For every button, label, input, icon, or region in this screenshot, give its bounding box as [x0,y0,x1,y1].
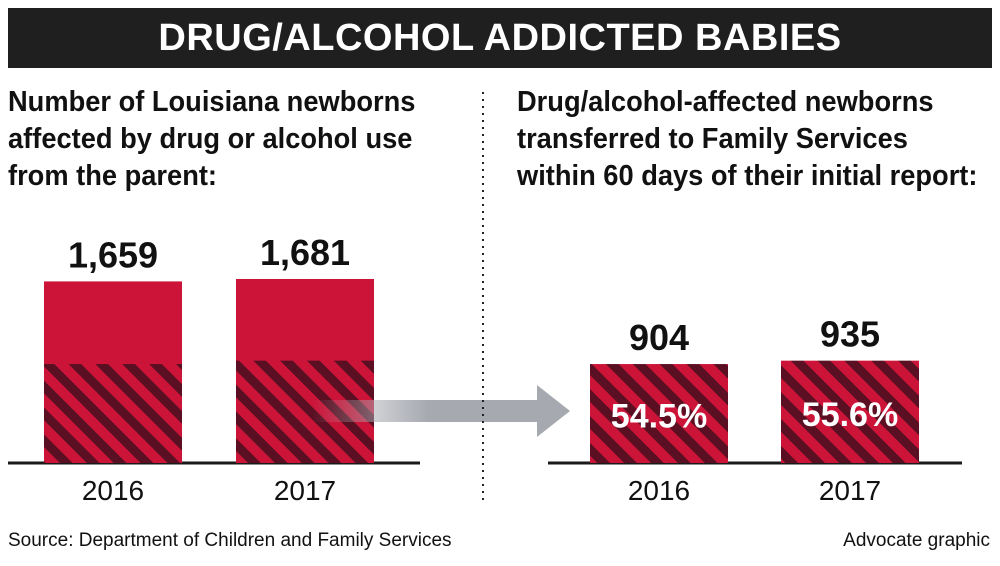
right-subtitle-line-2: transferred to Family Services [517,123,908,155]
right-category-label-2017: 2017 [819,475,881,506]
source-note: Source: Department of Children and Famil… [8,530,452,551]
chart-title: DRUG/ALCOHOL ADDICTED BABIES [158,17,842,59]
left-bar-hatched-2016 [44,364,182,463]
right-bar-2017 [781,360,919,463]
left-subtitle-line-3: from the parent: [8,160,218,192]
graphic-credit: Advocate graphic [843,530,990,551]
right-percent-label-2016: 54.5% [611,398,707,436]
right-percent-label-2017: 55.6% [802,396,898,434]
right-subtitle-line-3: within 60 days of their initial report: [517,160,978,192]
right-chart-subtitle: Drug/alcohol-affected newborns transferr… [517,84,977,195]
left-value-label-2016: 1,659 [68,234,158,275]
title-banner: DRUG/ALCOHOL ADDICTED BABIES [8,8,992,68]
transfer-arrow [312,385,570,437]
right-value-label-2016: 904 [629,317,689,358]
left-subtitle-line-2: affected by drug or alcohol use [8,123,413,155]
left-category-label-2016: 2016 [82,475,144,506]
left-category-label-2017: 2017 [274,475,336,506]
right-bar-2016 [590,364,728,463]
right-value-label-2017: 935 [820,314,880,355]
left-subtitle-line-1: Number of Louisiana newborns [8,86,416,118]
right-subtitle-line-1: Drug/alcohol-affected newborns [517,86,934,118]
left-value-label-2017: 1,681 [260,232,350,273]
left-chart-subtitle: Number of Louisiana newborns affected by… [8,84,415,195]
right-category-label-2016: 2016 [628,475,690,506]
